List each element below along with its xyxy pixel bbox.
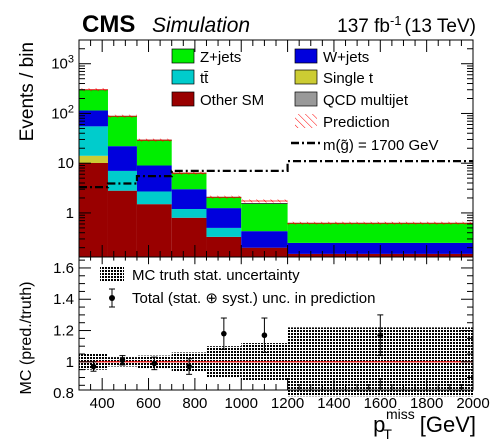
bar-z_jets-bin-7 (287, 223, 473, 243)
main-y-tick-label: 10 (57, 155, 74, 172)
ratio-point-7 (377, 332, 384, 339)
prediction-band-layer (79, 88, 473, 225)
ratio-x-tick-label: 1000 (225, 395, 258, 412)
bar-w_jets-bin-6 (241, 231, 288, 248)
ratio-tick-labels: 400 600 800 1000 1200 1400 1600 1800 2000 0.8 1 1.2… (53, 260, 490, 412)
ratio-x-tick-label: 600 (136, 395, 161, 412)
legend-swatch-mc-band (100, 266, 124, 281)
bar-w_jets-bin-2 (107, 146, 137, 171)
ratio-y-axis-title: MC (pred./truth) (18, 282, 35, 395)
bar-w_jets-bin-5 (206, 208, 242, 228)
legend-swatch-points-marker (109, 295, 115, 301)
bar-other_sm-bin-1 (79, 162, 108, 257)
ratio-x-tick-label: 1600 (364, 395, 397, 412)
bar-w_jets-bin-4 (171, 189, 207, 209)
simulation-label: Simulation (152, 14, 250, 37)
bar-ttbar-bin-1 (79, 126, 108, 156)
top-y-axis-title: Events / bin (17, 42, 38, 141)
bar-other_sm-bin-4 (171, 217, 207, 257)
ratio-y-tick-label: 1.2 (53, 323, 74, 340)
ratio-point-2 (119, 357, 126, 364)
ratio-point-4 (186, 363, 192, 370)
ratio-panel: MC truth stat. uncertainty Total (stat. … (53, 256, 490, 412)
bar-z_jets-bin-6 (241, 203, 288, 232)
ratio-y-tick-label: 1.4 (53, 291, 74, 308)
legend-swatch-other-sm (171, 91, 195, 107)
ratio-y-tick-label: 0.8 (53, 385, 74, 402)
x-axis-title: pTmiss [GeV] (373, 406, 476, 442)
bar-single_t-bin-1 (79, 155, 108, 163)
signal-line-layer (79, 160, 473, 189)
bar-other_sm-bin-5 (206, 236, 242, 257)
ratio-point-6 (261, 332, 268, 339)
legend-label-points: Total (stat. ⊕ syst.) unc. in prediction (132, 290, 376, 307)
legend-label-qcd: QCD multijet (323, 92, 409, 109)
ratio-legend: MC truth stat. uncertainty Total (stat. … (100, 266, 376, 308)
legend-label-signal: m(g̃) = 1700 GeV (323, 137, 438, 154)
main-legend: Z+jets W+jets tt̄ Single t Other SM QCD … (171, 48, 438, 154)
main-y-tick-label: 102 (51, 103, 74, 122)
ratio-x-tick-label: 1800 (410, 395, 443, 412)
ratio-x-tick-label: 2000 (456, 395, 489, 412)
bar-ttbar-bin-3 (136, 191, 172, 205)
ratio-x-tick-label: 400 (90, 395, 115, 412)
ratio-point-5 (221, 330, 227, 337)
bar-z_jets-bin-5 (206, 197, 242, 209)
bar-ttbar-bin-4 (171, 208, 207, 218)
main-y-tick-label: 103 (51, 54, 74, 73)
legend-label-single-t: Single t (323, 70, 374, 87)
bar-z_jets-bin-3 (136, 140, 172, 166)
ratio-x-tick-label: 1400 (317, 395, 350, 412)
legend-label-z-jets: Z+jets (200, 49, 241, 66)
bar-z_jets-bin-2 (107, 116, 137, 147)
ratio-x-tick-label: 800 (182, 395, 207, 412)
lumi-label: 137 fb-1 (13 TeV) (337, 13, 476, 37)
legend-label-other-sm: Other SM (200, 92, 264, 109)
ratio-ticks (78, 257, 474, 390)
bar-other_sm-bin-2 (107, 190, 137, 257)
bar-ttbar-bin-5 (206, 227, 242, 237)
main-y-tick-label: 1 (66, 205, 74, 222)
main-y-ticks (78, 39, 474, 257)
bar-z_jets-bin-4 (171, 173, 207, 190)
ratio-x-tick-label: 1200 (271, 395, 304, 412)
legend-swatch-single-t (294, 69, 318, 85)
stack-layer (79, 89, 473, 257)
legend-label-prediction: Prediction (323, 114, 390, 131)
legend-swatch-qcd (294, 91, 318, 107)
bar-ttbar-bin-2 (107, 170, 137, 191)
legend-swatch-prediction (295, 114, 317, 128)
legend-label-mc-band: MC truth stat. uncertainty (132, 267, 300, 284)
ratio-point-1 (90, 363, 97, 370)
bar-z_jets-bin-1 (79, 89, 108, 111)
legend-label-ttbar: tt̄ (200, 70, 209, 87)
bar-other_sm-bin-3 (136, 204, 172, 257)
legend-swatch-w-jets (294, 48, 318, 64)
legend-swatch-ttbar (171, 69, 195, 85)
bar-w_jets-bin-3 (136, 165, 172, 192)
signal-line (79, 160, 473, 189)
legend-swatch-z-jets (171, 48, 195, 64)
bar-w_jets-bin-1 (79, 110, 108, 127)
ratio-points-layer (90, 314, 384, 375)
legend-label-w-jets: W+jets (323, 49, 369, 66)
ratio-y-tick-label: 1 (66, 354, 74, 371)
main-panel: Z+jets W+jets tt̄ Single t Other SM QCD … (51, 39, 474, 258)
cms-label: CMS (82, 11, 135, 38)
ratio-point-3 (151, 360, 158, 367)
ratio-y-tick-label: 1.6 (53, 260, 74, 277)
